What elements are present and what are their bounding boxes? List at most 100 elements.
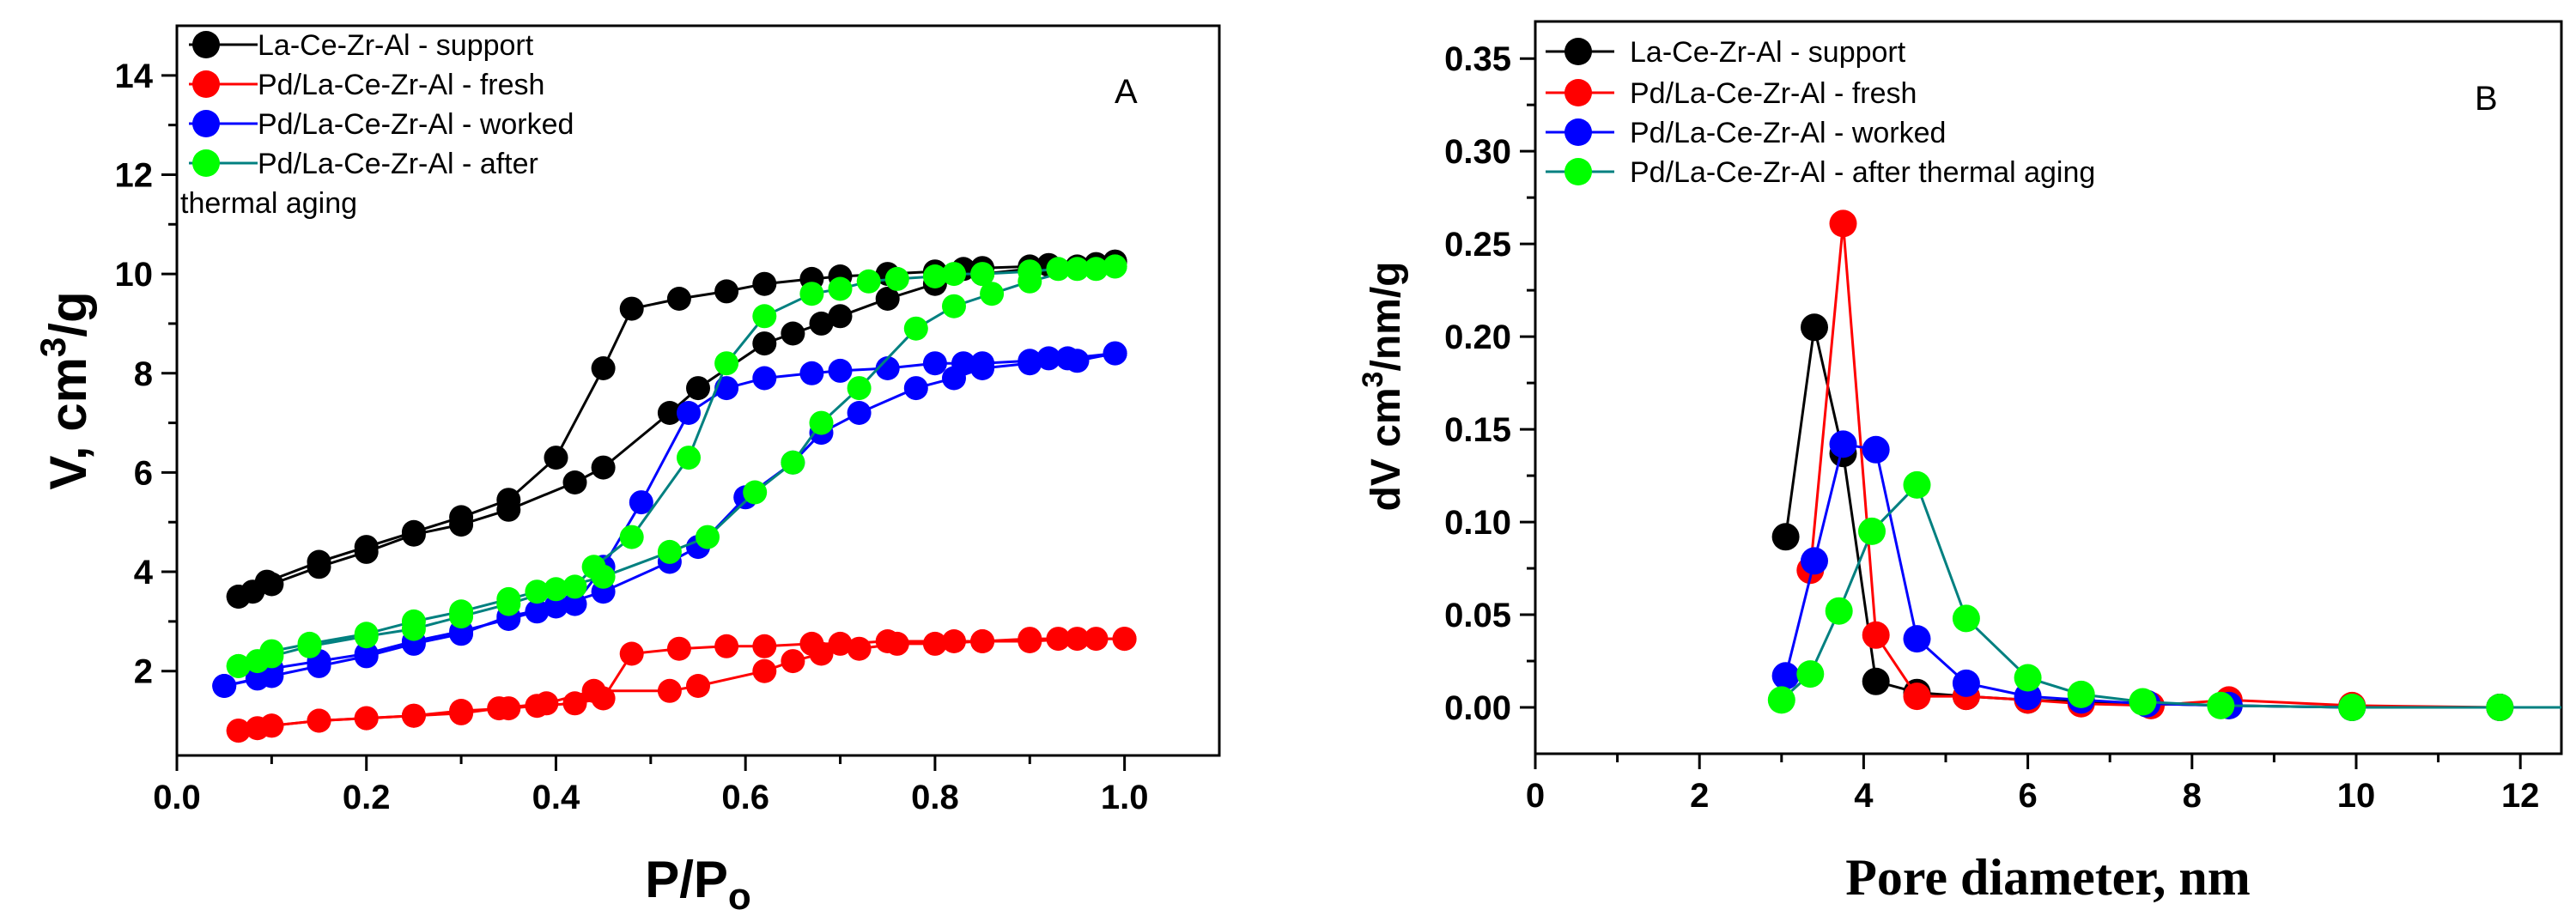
data-point <box>1103 341 1127 366</box>
data-point <box>401 616 426 641</box>
series-pd-la-ce-zr-al-fresh <box>226 627 1137 743</box>
legend-marker-fresh <box>1564 79 1592 106</box>
data-point <box>297 634 322 658</box>
data-point <box>354 624 379 649</box>
data-point <box>1903 682 1931 711</box>
data-point <box>1858 517 1886 545</box>
data-point <box>942 262 966 287</box>
series-pd-la-ce-zr-al-worked <box>212 341 1127 698</box>
data-point <box>875 287 900 311</box>
y-tick-label: 0.15 <box>1444 411 1511 449</box>
data-point <box>226 653 251 678</box>
data-point <box>487 696 512 721</box>
data-point <box>619 296 644 321</box>
data-point <box>942 294 966 318</box>
series-line <box>1784 442 2561 709</box>
data-point <box>714 376 739 401</box>
data-point <box>942 629 966 653</box>
legend-marker-aged <box>192 149 220 177</box>
legend-marker-worked <box>192 110 220 137</box>
data-point <box>657 401 682 425</box>
data-point <box>752 331 777 356</box>
data-point <box>1862 435 1890 464</box>
data-point <box>562 574 587 599</box>
data-point <box>657 678 682 703</box>
y-tick-label: 12 <box>115 156 154 194</box>
x-tick-label: 12 <box>2501 777 2540 815</box>
data-point <box>449 513 474 537</box>
data-point <box>903 376 928 401</box>
panel-b-plot-area <box>1767 209 2561 721</box>
data-point <box>666 636 691 661</box>
data-point <box>2129 688 2157 716</box>
x-tick-label: 4 <box>1854 777 1874 815</box>
data-point <box>1036 346 1061 371</box>
legend-label-worked: Pd/La-Ce-Zr-Al - worked <box>1630 117 1946 149</box>
x-tick-label: 0.0 <box>153 779 201 816</box>
panel-b-legend: La-Ce-Zr-Al - support Pd/La-Ce-Zr-Al - f… <box>1546 36 2095 189</box>
data-point <box>752 658 777 683</box>
y-tick-label: 0.25 <box>1444 226 1511 264</box>
series-line <box>238 264 1115 668</box>
data-point <box>525 579 550 604</box>
legend-label-aged-continued: thermal aging <box>180 187 357 220</box>
data-point <box>619 641 644 666</box>
legend-marker-support <box>1564 38 1592 65</box>
panel-a-x-ticks: 0.0 0.2 0.4 0.6 0.8 1.0 <box>153 755 1148 816</box>
data-point <box>591 356 616 380</box>
data-point <box>828 304 853 329</box>
data-point <box>544 446 568 470</box>
data-point <box>856 269 881 294</box>
data-point <box>809 410 834 435</box>
data-point <box>686 674 710 698</box>
data-point <box>449 701 474 725</box>
y-tick-label: 0.05 <box>1444 597 1511 634</box>
series-pd-la-ce-zr-al-after-thermal-aging <box>1767 470 2561 721</box>
data-point <box>591 455 616 480</box>
data-point <box>1065 349 1090 373</box>
data-point <box>1018 351 1042 376</box>
data-point <box>781 450 805 475</box>
data-point <box>799 282 824 306</box>
data-point <box>226 719 251 743</box>
data-point <box>354 706 379 731</box>
data-point <box>1903 470 1931 499</box>
legend-marker-aged <box>1564 158 1592 185</box>
legend-label-aged: Pd/La-Ce-Zr-Al - after <box>258 148 538 180</box>
x-tick-label: 6 <box>2018 777 2037 815</box>
data-point <box>2207 691 2235 719</box>
y-tick-label: 0.35 <box>1444 40 1511 78</box>
data-point <box>525 599 550 624</box>
series-line <box>1780 482 2561 709</box>
y-tick-label: 0.30 <box>1444 133 1511 171</box>
data-point <box>1065 627 1090 652</box>
data-point <box>922 264 947 288</box>
data-point <box>752 634 777 658</box>
data-point <box>980 282 1005 306</box>
data-point <box>259 572 284 597</box>
y-tick-label: 6 <box>134 454 153 492</box>
panel-b-x-ticks: 0 2 4 6 8 10 12 <box>1526 754 2540 815</box>
data-point <box>922 351 947 376</box>
x-tick-label: 1.0 <box>1101 779 1149 816</box>
panel-b-letter: B <box>2475 80 2498 118</box>
x-tick-label: 0 <box>1526 777 1545 815</box>
data-point <box>828 276 853 301</box>
data-point <box>1084 257 1109 282</box>
data-point <box>1829 430 1857 458</box>
legend-marker-worked <box>1564 118 1592 146</box>
data-point <box>1018 629 1042 653</box>
data-point <box>809 311 834 336</box>
legend-marker-fresh <box>192 70 220 98</box>
data-point <box>828 358 853 383</box>
data-point <box>544 594 568 619</box>
x-tick-label: 2 <box>1690 777 1709 815</box>
data-point <box>970 262 995 287</box>
legend-label-worked: Pd/La-Ce-Zr-Al - worked <box>258 108 574 141</box>
data-point <box>942 366 966 391</box>
x-tick-label: 8 <box>2183 777 2202 815</box>
data-point <box>809 641 834 666</box>
data-point <box>259 644 284 669</box>
series-line <box>238 264 1115 668</box>
